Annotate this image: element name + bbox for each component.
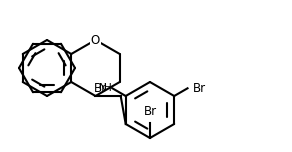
Text: Br: Br (143, 105, 157, 118)
Text: O: O (91, 33, 100, 47)
Text: H: H (104, 83, 112, 93)
Text: Br: Br (94, 82, 107, 95)
Text: Br: Br (192, 82, 206, 95)
Text: N: N (99, 83, 107, 93)
